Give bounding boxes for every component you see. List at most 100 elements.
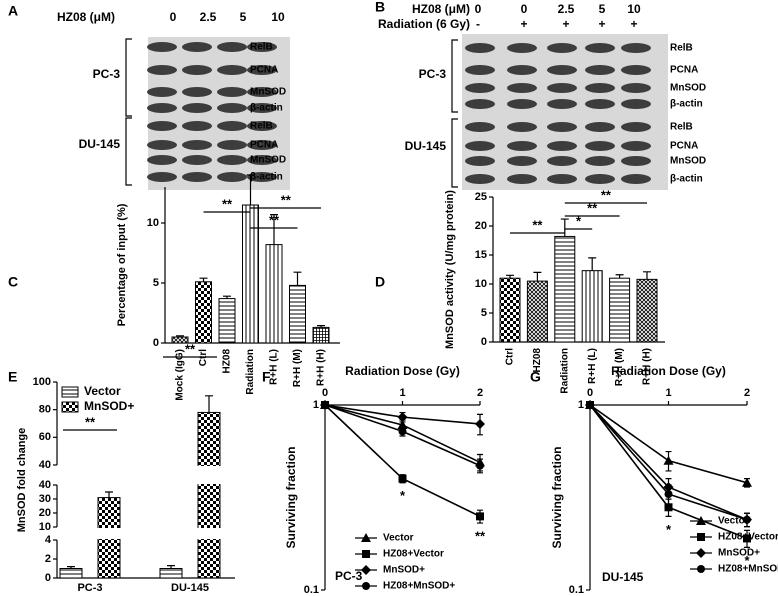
band-label: PCNA: [670, 65, 698, 76]
blot-band: [182, 155, 212, 165]
x-tick-label: HZ08: [222, 349, 233, 374]
error-bar: [223, 295, 231, 299]
blot-band: [217, 155, 247, 165]
blot-band: [621, 122, 651, 132]
blot-band: [147, 155, 177, 165]
x-tick-label: HZ08: [532, 348, 543, 373]
band-label: β-actin: [250, 103, 283, 114]
blot-band: [147, 65, 177, 75]
y-axis-label: MnSOD fold change: [16, 428, 28, 533]
condition-label: HZ08 (μM): [412, 2, 470, 16]
blot-band: [217, 172, 247, 182]
group-bracket: [125, 117, 132, 186]
blot-band: [247, 103, 277, 113]
band-label: RelB: [670, 122, 693, 133]
blot-band: [585, 43, 615, 53]
lane-label: 0: [521, 2, 528, 16]
blot-band: [507, 43, 537, 53]
error-bar: [67, 566, 75, 569]
marker: [742, 477, 752, 487]
error-bar: [205, 395, 213, 413]
group-bracket: [451, 118, 458, 188]
error-bar: [317, 325, 325, 328]
y-tick-label: 60: [39, 431, 51, 443]
marker: [475, 418, 485, 429]
lane-label: 0: [170, 10, 177, 24]
marker: [697, 533, 705, 541]
blot-band: [547, 174, 577, 184]
blot-band: [621, 141, 651, 151]
significance-label: *: [666, 522, 672, 537]
legend-label: MnSOD+: [383, 565, 425, 576]
axis-break: [58, 528, 236, 539]
legend-label: Vector: [383, 533, 414, 544]
blot-band: [507, 65, 537, 75]
blot-band: [507, 174, 537, 184]
blot-band: [465, 174, 495, 184]
blot-band: [465, 156, 495, 166]
blot-band: [585, 83, 615, 93]
y-axis-label: MnSOD activity (U/mg protein): [444, 190, 456, 349]
bar: [265, 244, 283, 344]
lane-label: 10: [627, 2, 641, 16]
blot-band: [585, 141, 615, 151]
x-tick-label: PC-3: [77, 582, 102, 594]
band-label: MnSOD: [670, 83, 706, 94]
blot-band: [247, 121, 277, 131]
x-tick-label: Ctrl: [505, 348, 516, 365]
legend-label: HZ08+MnSOD+: [718, 564, 778, 575]
legend-label: Vector: [84, 384, 121, 398]
bar: [609, 277, 631, 343]
x-tick-label: R+H (M): [614, 348, 625, 386]
marker: [362, 582, 370, 590]
blot-band: [621, 43, 651, 53]
bar: [554, 235, 576, 343]
band-label: MnSOD: [250, 155, 286, 166]
blot-band: [507, 83, 537, 93]
marker: [697, 565, 705, 573]
error-bar: [199, 277, 208, 282]
error-bar: [167, 565, 175, 569]
x-tick-label: R+H (H): [642, 348, 653, 385]
error-bar: [643, 271, 651, 280]
bar: [581, 270, 603, 343]
x-tick-label: R+H (H): [316, 349, 327, 386]
marker: [743, 515, 751, 524]
y-axis-label: Percentage of input (%): [116, 203, 128, 326]
x-tick-label: R+H (M): [292, 349, 303, 387]
y-tick-label: 10: [39, 521, 51, 533]
error-bar: [615, 274, 624, 279]
y-tick-label: 1: [313, 399, 319, 411]
error-bar: [246, 174, 255, 205]
blot-band: [585, 122, 615, 132]
blot-band: [182, 103, 212, 113]
blot-band: [547, 141, 577, 151]
y-tick-label: 10: [147, 217, 159, 229]
y-tick-label: 5: [481, 307, 487, 319]
bar: [218, 298, 236, 344]
blot-band: [465, 83, 495, 93]
lane-label: +: [630, 17, 637, 31]
lane-label: +: [598, 17, 605, 31]
bar: [159, 568, 183, 579]
y-axis-label: Surviving fraction: [284, 446, 298, 548]
blot-band: [247, 42, 277, 52]
panel-label: D: [375, 274, 385, 290]
y-tick-label: 15: [475, 249, 487, 261]
group-bracket: [125, 38, 132, 117]
bar: [499, 277, 521, 343]
blot-band: [547, 83, 577, 93]
y-tick-label: 5: [153, 277, 159, 289]
x-axis-label: Radiation Dose (Gy): [611, 364, 726, 378]
y-tick-label: 40: [39, 459, 51, 471]
blot-band: [182, 42, 212, 52]
blot-band: [585, 65, 615, 75]
band-label: RelB: [670, 43, 693, 54]
marker: [663, 455, 674, 465]
blot-band: [217, 103, 247, 113]
y-tick-label: 0: [481, 336, 487, 348]
marker: [398, 427, 407, 436]
blot-band: [465, 43, 495, 53]
significance-label: **: [269, 212, 280, 227]
marker: [664, 490, 673, 499]
